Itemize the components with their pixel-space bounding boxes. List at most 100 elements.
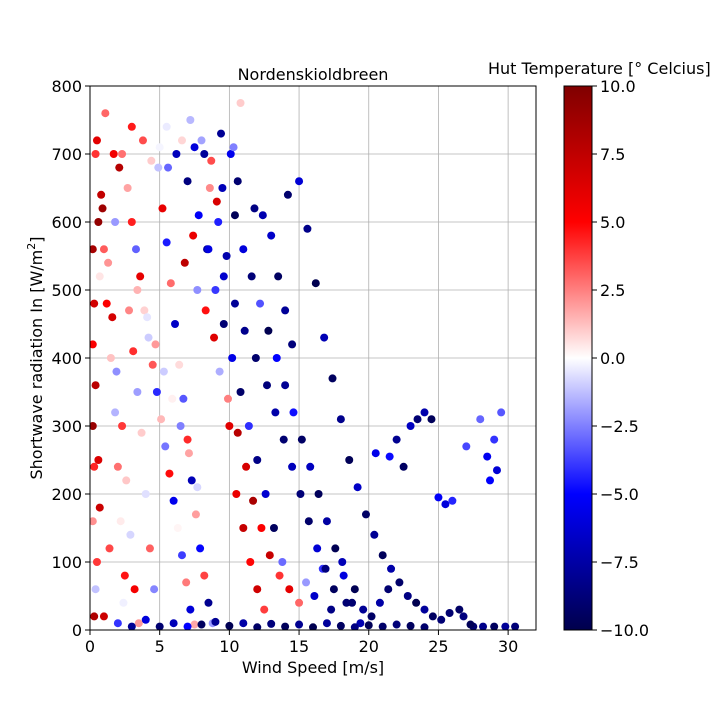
data-point (204, 598, 213, 607)
data-point (92, 136, 101, 145)
data-point (306, 462, 315, 471)
data-point (98, 204, 107, 213)
data-point (295, 177, 304, 186)
y-axis-label-superscript: 2 (25, 243, 38, 250)
data-point (395, 578, 404, 587)
data-point (197, 136, 206, 145)
data-point (101, 109, 110, 118)
data-point (141, 490, 150, 498)
data-point (214, 218, 223, 226)
data-point (158, 204, 167, 213)
data-point (211, 617, 220, 626)
data-point (406, 422, 415, 430)
data-point (125, 306, 134, 315)
data-point (225, 422, 234, 430)
data-point (217, 129, 226, 138)
data-point (350, 623, 359, 630)
data-point (123, 184, 132, 192)
data-point (164, 163, 173, 172)
data-point (113, 462, 122, 471)
data-point (427, 415, 436, 424)
data-point (267, 231, 276, 240)
data-point (154, 163, 163, 172)
data-point (162, 238, 171, 247)
data-point (109, 150, 118, 158)
data-point (511, 622, 520, 630)
data-point (204, 245, 213, 254)
data-point (361, 510, 370, 519)
data-point (229, 143, 238, 152)
data-point (303, 224, 312, 233)
data-point (215, 367, 224, 376)
data-point (466, 620, 475, 629)
data-point (428, 612, 437, 621)
colorbar-tick-label: −2.5 (600, 417, 639, 436)
data-point (265, 551, 274, 560)
data-point (94, 456, 103, 464)
data-point (367, 612, 376, 621)
data-point (321, 564, 330, 573)
data-point (91, 381, 100, 390)
data-point (127, 622, 136, 630)
data-point (120, 571, 129, 580)
data-point (281, 306, 290, 315)
data-point (166, 279, 175, 288)
data-point (278, 558, 287, 566)
data-point (119, 598, 128, 607)
data-point (177, 136, 186, 145)
data-point (95, 503, 104, 512)
colorbar-tick-label: 2.5 (600, 281, 625, 300)
data-point (249, 496, 258, 505)
data-point (165, 469, 174, 478)
data-point (320, 333, 329, 342)
data-point (183, 177, 192, 186)
data-point (155, 622, 164, 630)
data-point (406, 621, 415, 630)
data-point (413, 415, 422, 424)
data-point (310, 592, 319, 600)
data-point (233, 177, 242, 186)
data-point (392, 435, 401, 444)
colorbar-tick-label: −5.0 (600, 485, 639, 504)
data-point (490, 622, 499, 630)
data-point (244, 422, 253, 430)
data-point (133, 286, 142, 294)
data-point (104, 258, 113, 267)
data-point (274, 272, 283, 281)
data-point (501, 622, 510, 630)
data-point (441, 500, 450, 509)
data-point (412, 598, 421, 607)
data-point (353, 483, 362, 492)
data-point (399, 462, 408, 471)
data-point (420, 605, 429, 614)
data-point (253, 623, 262, 630)
y-tick-label: 600 (51, 213, 82, 232)
data-point (127, 122, 136, 131)
y-axis-label-main: Shortwave radiation In [W/m (27, 250, 46, 480)
data-point (240, 326, 249, 335)
data-point (339, 571, 348, 580)
data-point (257, 524, 266, 532)
data-point (108, 313, 117, 322)
data-point (288, 340, 297, 349)
data-point (375, 598, 384, 607)
data-point (190, 143, 199, 152)
data-point (172, 150, 181, 158)
data-point (253, 585, 262, 594)
data-point (492, 466, 501, 475)
data-point (434, 493, 443, 502)
x-tick-label: 25 (428, 637, 448, 656)
data-point (207, 156, 216, 165)
data-point (476, 415, 485, 424)
data-point (225, 621, 234, 630)
data-point (169, 496, 178, 505)
data-point (258, 211, 267, 220)
data-point (183, 622, 192, 630)
data-point (171, 320, 180, 328)
colorbar-tick-label: 7.5 (600, 145, 625, 164)
data-point (387, 564, 396, 573)
data-point (322, 619, 331, 628)
data-point (342, 598, 351, 607)
data-point (138, 136, 147, 145)
data-point (350, 585, 359, 594)
